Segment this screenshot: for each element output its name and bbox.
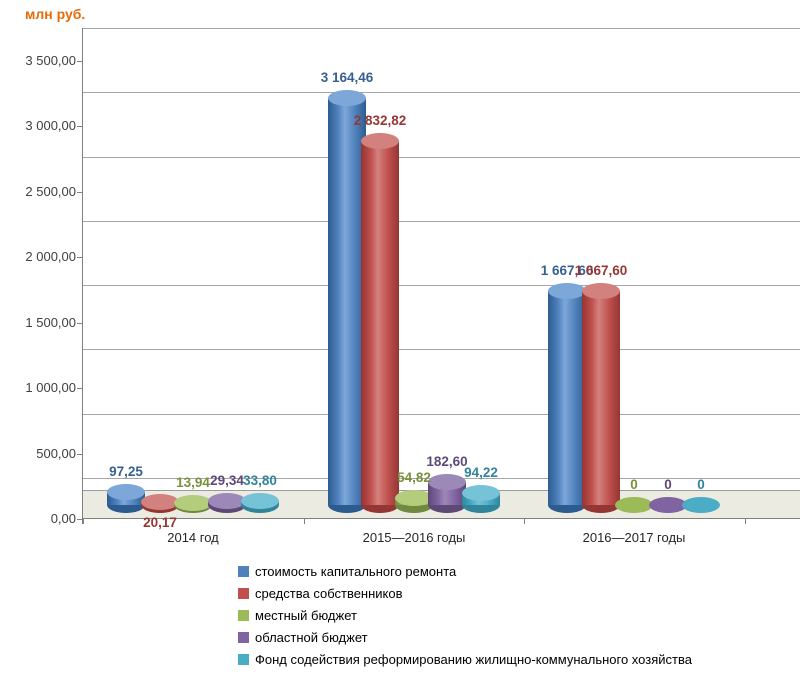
gridline bbox=[83, 157, 800, 158]
y-axis-tick bbox=[77, 61, 82, 62]
bar-value-label: 0 bbox=[697, 477, 705, 492]
bar-top-ellipse bbox=[107, 484, 145, 501]
x-axis-tick bbox=[304, 518, 305, 524]
bar-top-ellipse bbox=[328, 90, 366, 107]
legend-label: областной бюджет bbox=[255, 629, 368, 645]
legend-marker-icon bbox=[238, 565, 249, 577]
bar-cylinder-body bbox=[361, 140, 399, 505]
bar-zero-ellipse bbox=[649, 497, 687, 513]
x-axis-category-label: 2015—2016 годы bbox=[362, 530, 466, 545]
bar-value-label: 54,82 bbox=[397, 470, 431, 485]
bar-value-label: 182,60 bbox=[426, 454, 468, 469]
bar-cylinder-body bbox=[328, 98, 366, 506]
legend-item: местный бюджет bbox=[238, 604, 357, 626]
gridline bbox=[83, 28, 800, 29]
bar-top-ellipse bbox=[241, 492, 279, 509]
y-axis-tick bbox=[77, 454, 82, 455]
plot-area: 0,00 500,00 1 000,00 1 500,00 2 000,00 2 500,… bbox=[25, 28, 800, 545]
legend-item: стоимость капитального ремонта bbox=[238, 560, 456, 582]
legend-marker-icon bbox=[238, 609, 249, 621]
y-axis-tick-label: 2 500,00 bbox=[25, 184, 76, 199]
legend-item: Фонд содействия реформированию жилищно-к… bbox=[238, 648, 692, 670]
bar-top-ellipse bbox=[361, 132, 399, 149]
y-axis-tick bbox=[77, 388, 82, 389]
bar-value-label: 0 bbox=[630, 477, 638, 492]
bar-value-label: 29,34 bbox=[210, 473, 244, 488]
x-axis-line bbox=[83, 518, 800, 519]
y-axis-tick-label: 1 000,00 bbox=[25, 380, 76, 395]
bar-cylinder-body bbox=[548, 290, 586, 505]
bar-cylinder-body bbox=[582, 290, 620, 505]
bar-zero-ellipse bbox=[615, 497, 653, 513]
y-axis-line bbox=[82, 28, 83, 524]
legend-item: областной бюджет bbox=[238, 626, 368, 648]
bar-top-ellipse bbox=[582, 282, 620, 299]
gridline bbox=[83, 221, 800, 222]
legend-marker-icon bbox=[238, 587, 249, 599]
x-axis-tick bbox=[83, 518, 84, 524]
y-axis-tick bbox=[77, 519, 82, 520]
bar-value-label: 0 bbox=[664, 477, 672, 492]
y-axis-tick-label: 2 000,00 bbox=[25, 249, 76, 264]
y-axis-tick-label: 500,00 bbox=[36, 446, 76, 461]
bar-value-label: 2 832,82 bbox=[353, 113, 407, 128]
x-axis-tick bbox=[524, 518, 525, 524]
y-axis-tick-label: 3 500,00 bbox=[25, 53, 76, 68]
legend: стоимость капитального ремонта средства с… bbox=[238, 560, 798, 672]
legend-label: Фонд содействия реформированию жилищно-к… bbox=[255, 651, 692, 667]
bar-top-ellipse bbox=[174, 495, 212, 512]
y-axis-tick bbox=[77, 323, 82, 324]
legend-item: средства собственников bbox=[238, 582, 403, 604]
y-axis-tick bbox=[77, 192, 82, 193]
gridline bbox=[83, 349, 800, 350]
bar-top-ellipse bbox=[208, 493, 246, 510]
y-axis-tick bbox=[77, 126, 82, 127]
bar-value-label: 20,17 bbox=[143, 515, 177, 530]
bar-top-ellipse bbox=[548, 282, 586, 299]
bar-zero-ellipse bbox=[682, 497, 720, 513]
legend-label: средства собственников bbox=[255, 585, 403, 601]
bar-top-ellipse bbox=[141, 494, 179, 511]
bar-value-label: 33,80 bbox=[243, 473, 277, 488]
x-axis-category-label: 2016—2017 годы bbox=[582, 530, 686, 545]
bar-top-ellipse bbox=[395, 489, 433, 506]
gridline bbox=[83, 414, 800, 415]
y-axis-tick-label: 3 000,00 bbox=[25, 118, 76, 133]
y-axis-tick-label: 1 500,00 bbox=[25, 315, 76, 330]
bar-value-label: 94,22 bbox=[464, 465, 498, 480]
bar-value-label: 1 667,60 bbox=[540, 263, 594, 278]
x-axis-tick bbox=[745, 518, 746, 524]
bar-value-label: 1 667,60 bbox=[574, 263, 628, 278]
bar-value-label: 97,25 bbox=[109, 464, 143, 479]
gridline bbox=[83, 92, 800, 93]
x-axis-category-label: 2014 год bbox=[167, 530, 219, 545]
bar-value-label: 13,94 bbox=[176, 475, 210, 490]
bar-top-ellipse bbox=[462, 484, 500, 501]
legend-label: стоимость капитального ремонта bbox=[255, 563, 457, 579]
y-axis-tick bbox=[77, 257, 82, 258]
legend-marker-icon bbox=[238, 631, 249, 643]
bar-top-ellipse bbox=[428, 473, 466, 490]
y-axis-units-title: млн руб. bbox=[25, 6, 86, 22]
y-axis-tick-label: 0,00 bbox=[50, 511, 76, 526]
legend-label: местный бюджет bbox=[255, 607, 357, 623]
legend-marker-icon bbox=[238, 653, 249, 665]
plot-back-wall bbox=[83, 28, 800, 478]
gridline bbox=[83, 285, 800, 286]
bar-value-label: 3 164,46 bbox=[320, 70, 374, 85]
